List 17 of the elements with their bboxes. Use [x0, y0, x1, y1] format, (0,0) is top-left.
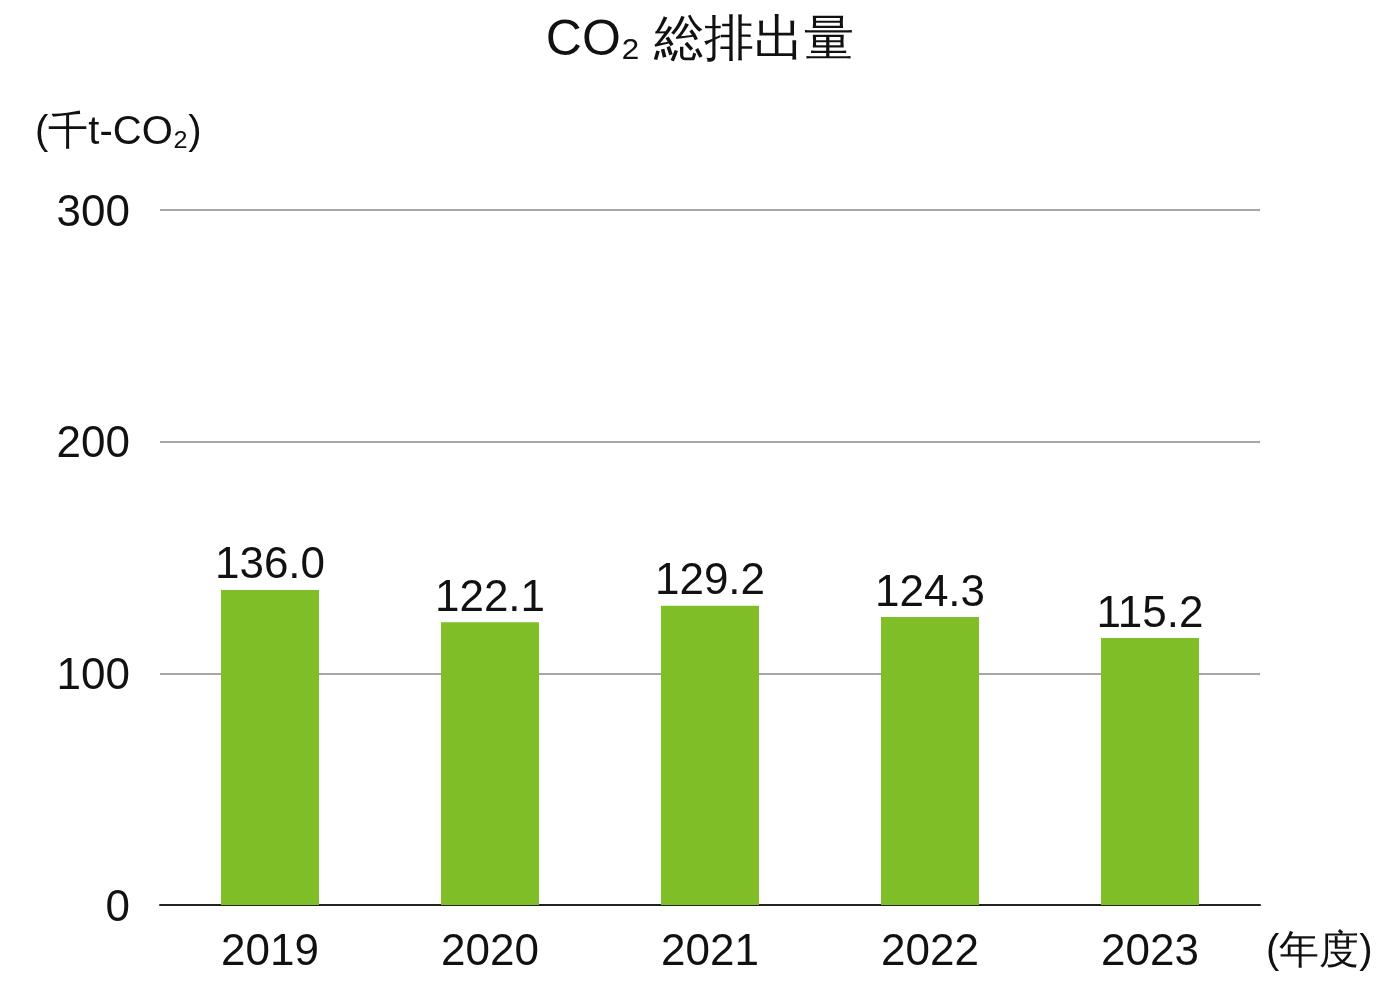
x-tick-label: 2019	[221, 924, 319, 974]
x-axis-title: (年度)	[1266, 927, 1373, 971]
y-tick-label: 0	[105, 880, 130, 930]
data-label: 122.1	[434, 570, 546, 620]
x-tick-label: 2020	[441, 924, 539, 974]
x-tick-label: 2021	[661, 924, 759, 974]
data-label: 115.2	[1096, 586, 1204, 636]
data-label: 124.3	[874, 565, 986, 615]
data-label: 136.0	[214, 538, 326, 588]
y-tick-label: 200	[56, 417, 130, 467]
x-tick-label: 2023	[1101, 924, 1199, 974]
chart-title: CO₂ 総排出量	[545, 10, 855, 66]
x-tick-label: 2022	[881, 924, 979, 974]
y-axis-title: (千t-CO₂)	[35, 108, 202, 152]
data-label: 129.2	[654, 554, 766, 604]
y-tick-label: 300	[56, 185, 130, 235]
y-tick-label: 100	[56, 648, 130, 698]
